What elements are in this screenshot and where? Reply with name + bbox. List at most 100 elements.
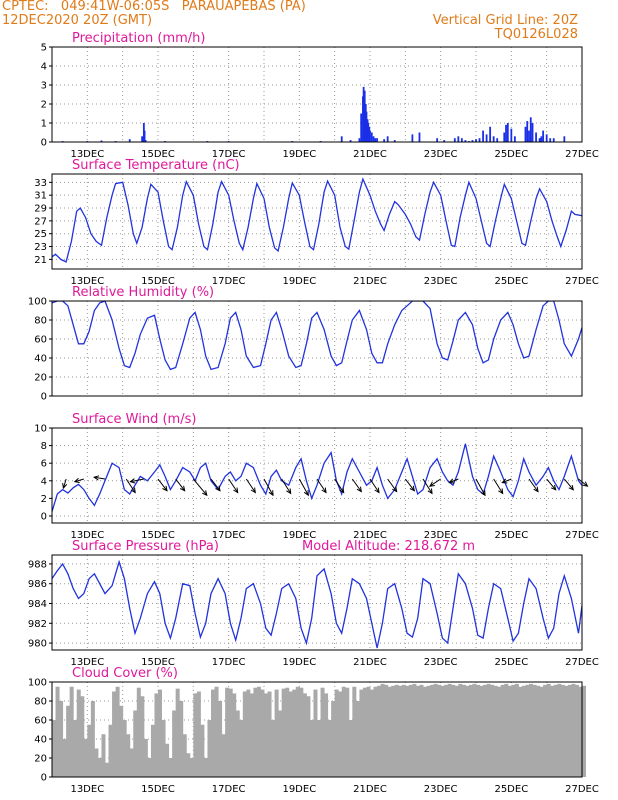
wind-arrow-head	[129, 478, 136, 484]
wind-arrow-shaft	[125, 478, 136, 493]
precip-bar	[369, 130, 371, 142]
cloud-cover-bar	[129, 748, 134, 777]
cloud-cover-bar	[66, 705, 71, 777]
cloud-cover-bar	[521, 685, 526, 777]
cloud-cover-bar	[101, 734, 106, 777]
wind-arrow-shaft	[94, 476, 106, 480]
wind-arrow-shaft	[475, 478, 486, 496]
cloud-cover-bar	[536, 685, 541, 777]
cloud-cover-bar	[458, 683, 463, 777]
wind-arrow-head	[501, 478, 508, 484]
cloud-cover-bar	[479, 685, 484, 777]
precip-bar	[144, 140, 147, 142]
precip-bar	[436, 138, 439, 142]
precip-bar	[363, 90, 366, 142]
precip-bar	[545, 134, 548, 142]
series-line	[52, 559, 582, 649]
panel-frame	[51, 46, 583, 143]
panel-title: Precipitation (mm/h)	[72, 31, 205, 46]
precip-bar	[542, 130, 545, 142]
cloud-cover-bar	[122, 720, 127, 777]
cloud-cover-bar	[447, 683, 452, 777]
wind-arrow-shaft	[404, 478, 415, 492]
y-tick-label: 80	[34, 316, 47, 327]
cloud-cover-bar	[207, 720, 212, 777]
cloud-cover-bar	[476, 684, 481, 777]
cloud-cover-bar	[260, 689, 265, 777]
cloud-cover-bar	[256, 686, 261, 777]
precip-bar	[482, 130, 484, 142]
wind-arrow-shaft	[351, 478, 362, 492]
y-tick-label: 0	[41, 138, 47, 149]
cloud-cover-bar	[285, 687, 290, 777]
precip-bar	[540, 136, 543, 142]
cloud-cover-bar	[401, 684, 406, 777]
cloud-cover-bar	[55, 686, 60, 777]
cloud-cover-bar	[408, 684, 413, 777]
cloud-cover-bar	[119, 705, 124, 777]
y-tick-label: 0	[41, 773, 47, 784]
precip-bar	[552, 138, 555, 142]
x-tick-label: 19DEC	[282, 530, 316, 541]
x-tick-label: 27DEC	[565, 784, 599, 795]
x-tick-label: 15DEC	[141, 657, 175, 668]
x-tick-label: 17DEC	[212, 657, 246, 668]
cloud-cover-bar	[232, 693, 237, 777]
y-tick-label: 2	[41, 494, 47, 505]
wind-arrow-shaft	[387, 478, 398, 492]
wind-arrow-shaft	[546, 478, 557, 491]
x-tick-label: 19DEC	[282, 149, 316, 160]
cloud-cover-bar	[90, 701, 95, 777]
cloud-cover-bar	[246, 689, 251, 777]
header-grid-line: Vertical Grid Line: 20Z	[432, 13, 578, 28]
wind-arrow-head	[550, 484, 557, 491]
header-location: CPTEC: 049:41W-06:05S PARAUAPEBAS (PA)	[2, 0, 306, 14]
cloud-cover-bar	[140, 696, 145, 777]
cloud-cover-bar	[525, 684, 530, 777]
y-tick-label: 20	[34, 373, 47, 384]
cloud-cover-bar	[370, 689, 375, 777]
precip-bar	[529, 117, 532, 142]
y-tick-label: 100	[28, 297, 47, 308]
wind-arrow-head	[409, 485, 415, 492]
panel-frame	[51, 300, 583, 397]
y-tick-label: 21	[34, 255, 47, 266]
cloud-cover-bar	[578, 686, 583, 777]
y-tick-label: 988	[28, 559, 47, 570]
cloud-cover-bar	[461, 684, 466, 777]
cloud-cover-bar	[288, 691, 293, 777]
header-run-id: TQ0126L028	[494, 27, 578, 42]
cloud-cover-bar	[302, 693, 307, 777]
wind-arrow-head	[498, 488, 504, 495]
x-tick-label: 25DEC	[494, 530, 528, 541]
y-tick-label: 8	[41, 441, 47, 452]
x-tick-label: 17DEC	[212, 149, 246, 160]
precip-bar	[370, 132, 373, 142]
wind-arrow-shaft	[157, 478, 168, 492]
wind-arrow-head	[428, 481, 435, 487]
cloud-cover-bar	[200, 724, 205, 777]
precip-bar	[128, 139, 131, 142]
y-tick-label: 4	[41, 62, 47, 73]
series-line	[52, 443, 582, 512]
panel-frame	[51, 173, 583, 270]
cloud-cover-bar	[426, 685, 431, 777]
cloud-cover-bar	[415, 685, 420, 777]
panel-4: 0 2 4 6 8 10 Surface Wind (m/s) 13DEC 15DEC 17DEC…	[34, 412, 599, 541]
x-tick-label: 23DEC	[424, 530, 458, 541]
x-tick-label: 13DEC	[70, 149, 104, 160]
cloud-cover-bar	[373, 686, 378, 777]
cloud-cover-bar	[571, 683, 576, 777]
cloud-cover-bar	[546, 683, 551, 777]
cloud-cover-bar	[352, 686, 357, 777]
precip-bar	[460, 138, 463, 142]
y-tick-label: 40	[34, 735, 47, 746]
precip-bar	[535, 132, 537, 142]
cloud-cover-bar	[472, 683, 477, 777]
cloud-cover-bar	[59, 701, 64, 777]
cloud-cover-bar	[362, 687, 367, 777]
precip-bar	[528, 130, 530, 142]
cloud-cover-bar	[405, 685, 410, 777]
cloud-cover-bar	[281, 688, 286, 777]
